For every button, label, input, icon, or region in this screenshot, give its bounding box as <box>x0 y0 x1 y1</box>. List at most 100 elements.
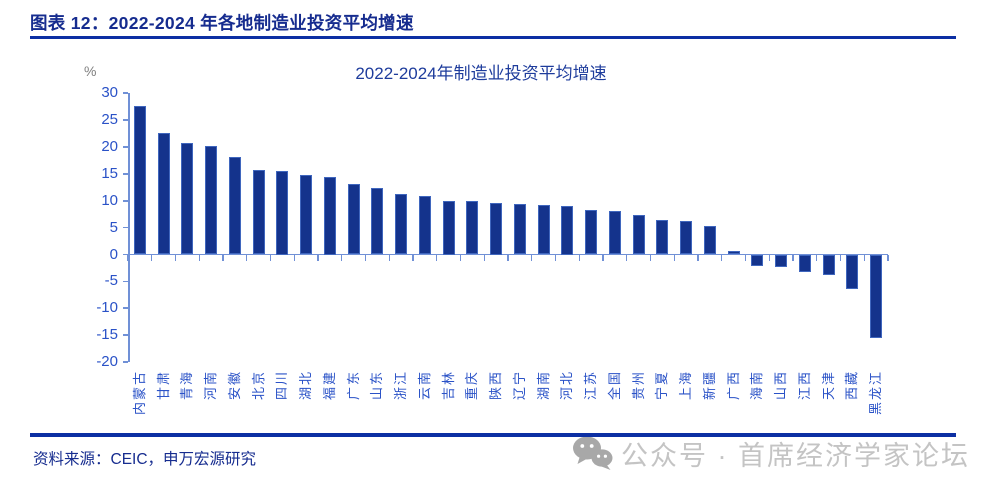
y-tick-label: -20 <box>96 353 118 370</box>
y-axis-tick <box>123 361 128 363</box>
bar <box>608 210 621 255</box>
x-tick-label-text: 天津 <box>820 370 836 401</box>
chart-title: 2022-2024年制造业投资平均增速 <box>355 64 607 83</box>
y-axis-tick <box>123 226 128 229</box>
x-tick-label-text: 广东 <box>345 370 361 401</box>
bar <box>490 203 503 255</box>
category-tick <box>388 255 390 261</box>
category-tick <box>364 255 367 261</box>
bar <box>205 146 218 255</box>
x-tick-label-text: 宁夏 <box>654 370 670 401</box>
y-axis-tick <box>123 253 128 256</box>
category-tick <box>317 255 319 261</box>
y-tick-label: -15 <box>96 326 118 344</box>
y-axis-tick <box>123 280 128 283</box>
category-tick <box>483 255 485 261</box>
x-tick-label-text: 江西 <box>796 370 812 401</box>
bar <box>822 255 835 275</box>
category-tick <box>341 255 343 261</box>
figure-caption: 图表 12：2022-2024 年各地制造业投资平均增速 <box>30 13 414 33</box>
x-tick-label-text: 云南 <box>416 370 432 401</box>
bar <box>181 143 194 255</box>
category-tick <box>459 255 462 261</box>
bar <box>300 174 313 255</box>
bar <box>632 215 645 255</box>
x-tick-label-text: 青海 <box>179 370 195 401</box>
x-tick-label-text: 全国 <box>606 370 622 401</box>
bar <box>537 205 550 255</box>
category-tick <box>673 255 675 261</box>
category-tick <box>578 255 580 261</box>
x-tick-label-text: 新疆 <box>701 370 717 401</box>
y-axis-tick <box>123 307 128 310</box>
x-tick-label-text: 西藏 <box>844 370 860 401</box>
x-tick-label-text: 海南 <box>749 370 765 401</box>
category-tick <box>554 255 557 261</box>
category-tick <box>626 255 628 261</box>
bar <box>727 250 740 255</box>
plot-area: 30 25 20 15 10 5 0 -5 -10 -15 -20 内蒙古 甘肃 青海 河南 安徽 北京 四川 湖北… <box>0 55 988 430</box>
zero-axis-line <box>128 253 888 256</box>
bar <box>252 169 265 255</box>
y-axis-tick <box>123 173 128 175</box>
category-tick <box>744 255 747 261</box>
y-tick-label: 10 <box>101 191 118 209</box>
category-tick <box>649 255 652 261</box>
bar <box>157 133 170 255</box>
bar <box>656 220 669 255</box>
category-tick <box>839 255 842 261</box>
category-tick <box>602 255 604 261</box>
category-tick <box>816 255 818 261</box>
bar <box>751 255 764 266</box>
footer-divider <box>30 433 956 437</box>
y-axis-unit-label: % <box>84 63 97 79</box>
bar <box>323 176 336 255</box>
x-tick-label-text: 贵州 <box>630 370 646 401</box>
wechat-icon <box>573 436 613 470</box>
x-tick-label-text: 辽宁 <box>511 370 527 401</box>
y-axis-tick <box>123 146 128 148</box>
source-note: 资料来源：CEIC，申万宏源研究 <box>33 451 257 468</box>
category-tick <box>222 255 224 261</box>
y-axis-line <box>128 93 130 362</box>
bar <box>703 226 716 255</box>
x-tick-label-text: 重庆 <box>464 370 480 401</box>
bar <box>347 184 360 255</box>
bar <box>585 209 598 255</box>
x-tick-label-text: 湖南 <box>535 370 551 401</box>
y-tick-label: 25 <box>101 111 118 129</box>
category-tick <box>507 255 509 261</box>
y-tick-label: 5 <box>109 218 118 236</box>
x-tick-label-text: 黑龙江 <box>868 370 884 416</box>
x-tick-label-text: 江苏 <box>583 370 599 401</box>
x-tick-label-text: 陕西 <box>488 370 504 401</box>
bar <box>513 203 526 255</box>
category-tick <box>721 255 723 261</box>
y-tick-label: -10 <box>96 299 118 317</box>
bar-chart: % 2022-2024年制造业投资平均增速 30 25 20 15 10 5 0 -5 -10 -… <box>0 55 988 430</box>
x-tick-label-text: 山西 <box>773 370 789 401</box>
x-tick-label-text: 河北 <box>559 370 575 401</box>
category-tick <box>436 255 438 261</box>
caption-underline <box>30 36 956 39</box>
x-tick-label-text: 广西 <box>725 370 741 401</box>
category-tick <box>863 255 865 261</box>
category-tick <box>412 255 414 261</box>
bar <box>228 157 241 255</box>
y-tick-label: 30 <box>101 84 118 102</box>
x-tick-label-text: 浙江 <box>393 370 409 401</box>
bar <box>775 255 788 267</box>
bar <box>561 206 574 255</box>
x-tick-label-text: 内蒙古 <box>131 370 147 416</box>
y-axis-tick <box>123 334 128 336</box>
category-tick <box>151 255 153 261</box>
bar <box>466 201 479 255</box>
watermark-text: 公众号 · 首席经济学家论坛 <box>621 440 970 471</box>
x-tick-label-text: 吉林 <box>440 370 456 401</box>
bar <box>680 221 693 255</box>
category-tick <box>697 255 699 261</box>
bar <box>442 200 455 255</box>
bar <box>846 255 859 289</box>
y-tick-label: 15 <box>101 164 118 182</box>
